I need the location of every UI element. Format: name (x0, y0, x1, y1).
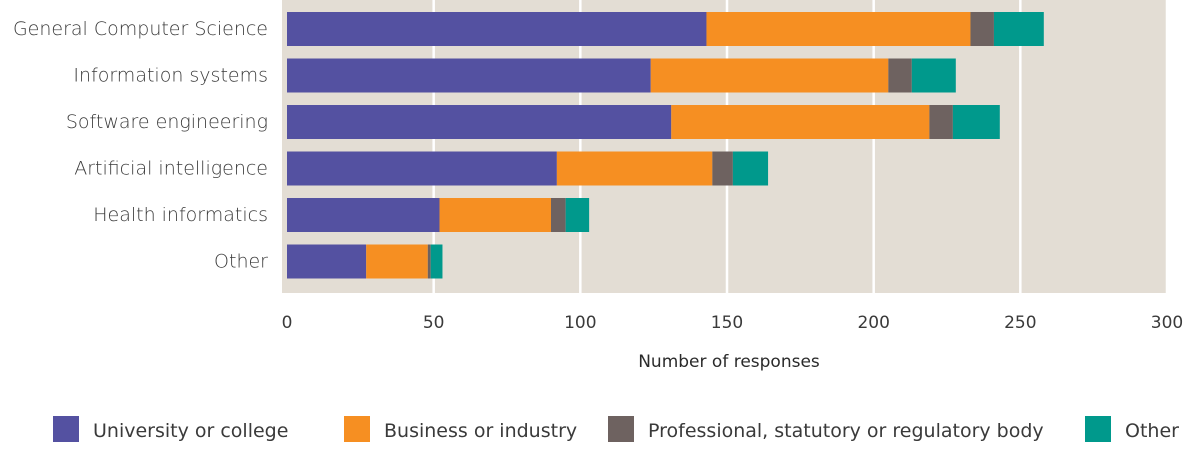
bar-segment (439, 198, 551, 232)
legend-label: Business or industry (384, 420, 577, 442)
legend-swatch (344, 416, 370, 442)
bar-segment (650, 58, 889, 93)
legend-label: Other (1125, 420, 1179, 442)
x-tick-label: 50 (423, 313, 445, 333)
x-tick-label: 150 (711, 313, 743, 333)
legend-swatch (53, 416, 79, 442)
legend-label: Professional, statutory or regulatory bo… (648, 420, 1044, 442)
x-tick-label: 250 (1004, 313, 1036, 333)
legend-label: University or college (93, 420, 288, 442)
bar-segment (671, 105, 930, 139)
category-label: Other (214, 251, 268, 273)
bar-segment (565, 198, 590, 232)
x-tick-label: 200 (857, 313, 889, 333)
category-label: Health informatics (93, 204, 268, 226)
category-label: Software engineering (66, 111, 268, 133)
bar-segment (430, 244, 443, 279)
category-label: Information systems (73, 65, 268, 87)
legend-item: University or college (53, 416, 288, 442)
legend-swatch (608, 416, 634, 442)
x-tick-label: 300 (1151, 313, 1183, 333)
bar-segment (993, 12, 1044, 46)
bar-segment (287, 12, 707, 46)
x-axis-label: Number of responses (638, 352, 820, 372)
bar-segment (427, 244, 431, 279)
x-tick-label: 0 (282, 313, 293, 333)
legend-item: Other (1085, 416, 1179, 442)
bar-segment (952, 105, 1000, 139)
legend-item: Business or industry (344, 416, 577, 442)
bar-segment (706, 12, 971, 46)
x-tick-label: 100 (564, 313, 596, 333)
bar-segment (287, 198, 440, 232)
bar-segment (929, 105, 953, 139)
bar-segment (287, 151, 557, 186)
bar-segment (551, 198, 566, 232)
bar-segment (366, 244, 428, 279)
bar-segment (287, 105, 672, 139)
bar-segment (970, 12, 994, 46)
bar-segment (712, 151, 733, 186)
category-label: Artificial intelligence (74, 158, 268, 180)
bar-segment (888, 58, 912, 93)
bar-segment (287, 244, 367, 279)
bar-segment (287, 58, 651, 93)
legend-item: Professional, statutory or regulatory bo… (608, 416, 1044, 442)
legend-swatch (1085, 416, 1111, 442)
category-label: General Computer Science (13, 18, 268, 40)
bar-segment (556, 151, 713, 186)
bar-segment (732, 151, 769, 186)
bar-segment (911, 58, 956, 93)
